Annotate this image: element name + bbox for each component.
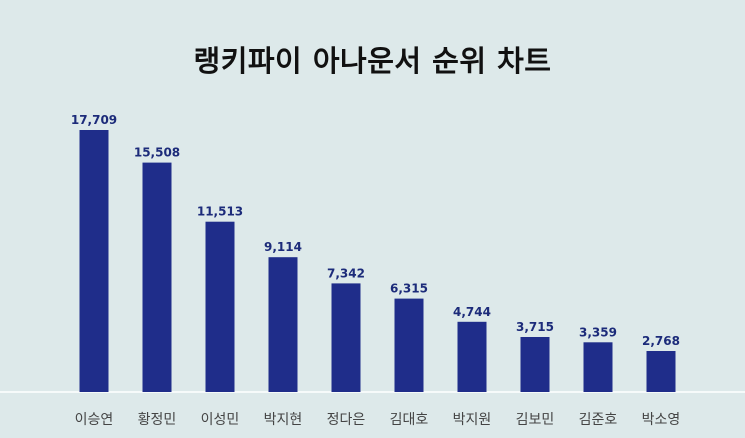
value-label-8: 3,715 [516,320,554,334]
category-label-3: 이성민 [201,412,240,428]
bar-4 [268,257,298,392]
bar-5 [331,283,361,392]
value-label-9: 3,359 [579,325,617,339]
category-label-10: 박소영 [642,412,681,428]
bar-9 [583,342,613,392]
category-label-4: 박지현 [264,412,303,428]
value-label-3: 11,513 [197,205,243,219]
category-label-1: 이승연 [75,412,114,428]
category-label-9: 김준호 [579,412,618,428]
bar-1 [79,130,109,392]
bar-8 [520,337,550,392]
bar-7 [457,321,487,392]
value-label-7: 4,744 [453,305,491,319]
category-label-8: 김보민 [516,412,555,428]
category-label-7: 박지원 [453,412,492,428]
bar-3 [205,221,235,392]
tick-labels-layer: 이승연 황정민 이성민 박지현 정다은 김대호 박지원 김보민 김준호 박소영 [75,412,681,428]
category-label-2: 황정민 [138,412,177,428]
value-label-1: 17,709 [71,113,117,127]
value-label-6: 6,315 [390,282,428,296]
category-label-6: 김대호 [390,412,429,428]
bar-2 [142,162,172,392]
value-label-10: 2,768 [642,334,680,348]
value-label-4: 9,114 [264,240,302,254]
value-label-5: 7,342 [327,266,365,280]
value-labels-layer: 17,709 15,508 11,513 9,114 7,342 6,315 4,744 3,… [71,113,680,348]
value-label-2: 15,508 [134,146,180,160]
category-label-5: 정다은 [327,412,366,428]
bar-10 [646,351,676,392]
bars-layer [79,130,676,392]
chart-title: 랭키파이 아나운서 순위 차트 [193,44,552,78]
bar-6 [394,298,424,392]
